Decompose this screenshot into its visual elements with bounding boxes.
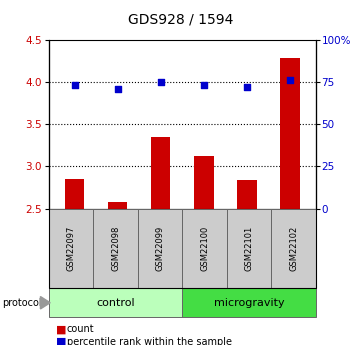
Bar [237, 180, 257, 209]
Bar [151, 137, 170, 209]
Text: control: control [96, 298, 135, 308]
Text: GDS928 / 1594: GDS928 / 1594 [128, 12, 233, 26]
Point [72, 82, 78, 88]
Text: ■: ■ [56, 337, 66, 345]
Point [201, 82, 207, 88]
Text: GSM22102: GSM22102 [289, 226, 298, 271]
Point [115, 86, 121, 91]
Text: GSM22097: GSM22097 [66, 226, 75, 271]
Point [287, 78, 293, 83]
Bar [194, 156, 214, 209]
Bar [108, 202, 127, 209]
Point [244, 84, 250, 90]
Bar [65, 179, 84, 209]
Text: ■: ■ [56, 325, 66, 334]
Text: GSM22100: GSM22100 [200, 226, 209, 271]
Text: GSM22101: GSM22101 [245, 226, 253, 271]
Bar [280, 58, 300, 209]
Text: GSM22098: GSM22098 [111, 226, 120, 271]
Text: count: count [67, 325, 95, 334]
Text: microgravity: microgravity [214, 298, 284, 308]
Text: GSM22099: GSM22099 [156, 226, 165, 271]
Text: protocol: protocol [2, 298, 42, 308]
Point [158, 79, 164, 85]
Text: percentile rank within the sample: percentile rank within the sample [67, 337, 232, 345]
